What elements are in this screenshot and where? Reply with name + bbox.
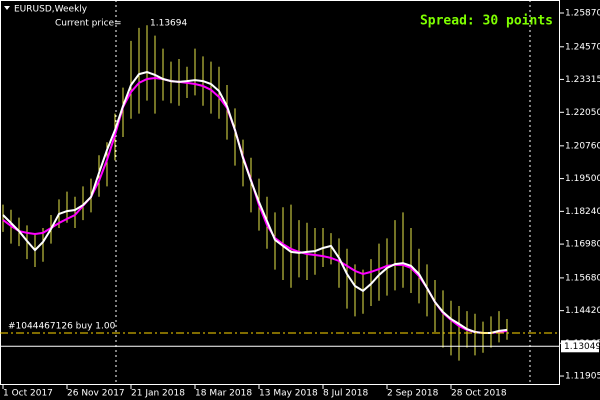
info-separator: =: [114, 19, 122, 29]
x-tick-label: 21 Jan 2018: [131, 389, 185, 399]
x-tick-label: 2 Sep 2018: [387, 389, 439, 399]
info-label: Current price: [55, 19, 115, 29]
y-tick-label: 1.18240: [565, 207, 600, 217]
x-tick-label: 1 Oct 2017: [3, 389, 53, 399]
y-tick-label: 1.19500: [565, 174, 600, 184]
plot-frame: [0, 0, 560, 385]
x-tick-label: 26 Nov 2017: [67, 389, 125, 399]
price-box-label: 1.13049: [564, 342, 600, 352]
y-tick-label: 1.25870: [565, 8, 600, 18]
y-tick-label: 1.11905: [565, 372, 600, 382]
x-tick-label: 18 Mar 2018: [195, 389, 252, 399]
y-tick-label: 1.16980: [565, 240, 600, 250]
menu-arrow: [4, 6, 10, 10]
y-tick-label: 1.23315: [565, 75, 600, 85]
y-tick-label: 1.14420: [565, 306, 600, 316]
y-tick-label: 1.20760: [565, 141, 600, 151]
x-tick-label: 28 Oct 2018: [451, 389, 507, 399]
order-label: #1044467126 buy 1.00: [8, 322, 116, 332]
y-tick-label: 1.22050: [565, 108, 600, 118]
indicator-line: [2, 70, 508, 334]
price-box: [561, 340, 599, 353]
symbol-title: EURUSD,Weekly: [14, 5, 88, 15]
y-tick-label: 1.15680: [565, 273, 600, 283]
x-tick-label: 8 Jul 2018: [323, 389, 368, 399]
x-tick-label: 13 May 2018: [259, 389, 318, 399]
info-value: 1.13694: [150, 19, 187, 29]
y-tick-label: 1.24570: [565, 42, 600, 52]
spread-label: Spread: 30 points: [420, 14, 553, 29]
